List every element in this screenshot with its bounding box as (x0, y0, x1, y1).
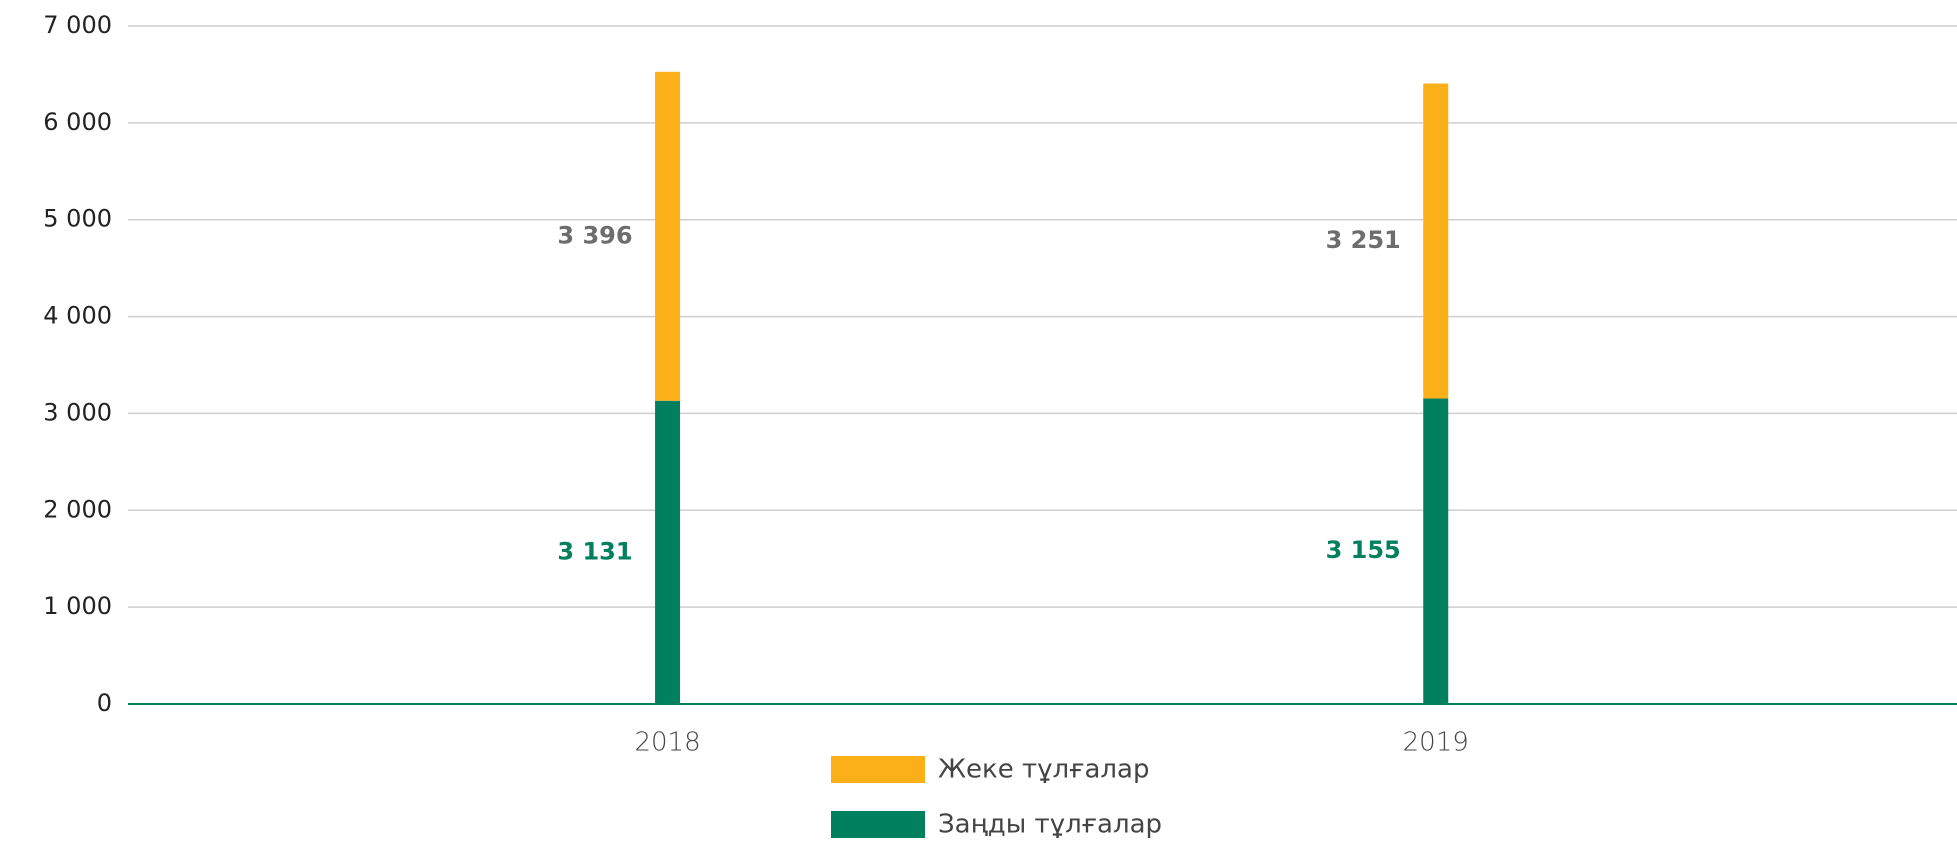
y-tick-label: 2 000 (43, 495, 112, 523)
data-label: 3 251 (1326, 226, 1401, 254)
y-tick-label: 6 000 (43, 108, 112, 136)
y-tick-label: 4 000 (43, 302, 112, 330)
bar-segment (655, 400, 681, 704)
legend-label: Заңды тұлғалар (938, 810, 1162, 840)
x-tick-label: 2018 (634, 728, 700, 758)
y-tick-label: 1 000 (43, 592, 112, 620)
bar-segment (1423, 83, 1449, 399)
data-label: 3 155 (1326, 536, 1401, 564)
bar-segment (655, 71, 681, 401)
y-tick-label: 0 (97, 689, 112, 717)
x-tick-label: 2019 (1403, 728, 1469, 758)
data-label: 3 396 (557, 221, 632, 249)
bar-segment (1423, 398, 1449, 704)
y-tick-label: 3 000 (43, 398, 112, 426)
data-label: 3 131 (557, 537, 632, 565)
legend-label: Жеке тұлғалар (938, 755, 1149, 785)
legend-swatch (831, 811, 925, 838)
y-tick-label: 7 000 (43, 11, 112, 39)
y-tick-label: 5 000 (43, 205, 112, 233)
legend-swatch (831, 756, 925, 783)
